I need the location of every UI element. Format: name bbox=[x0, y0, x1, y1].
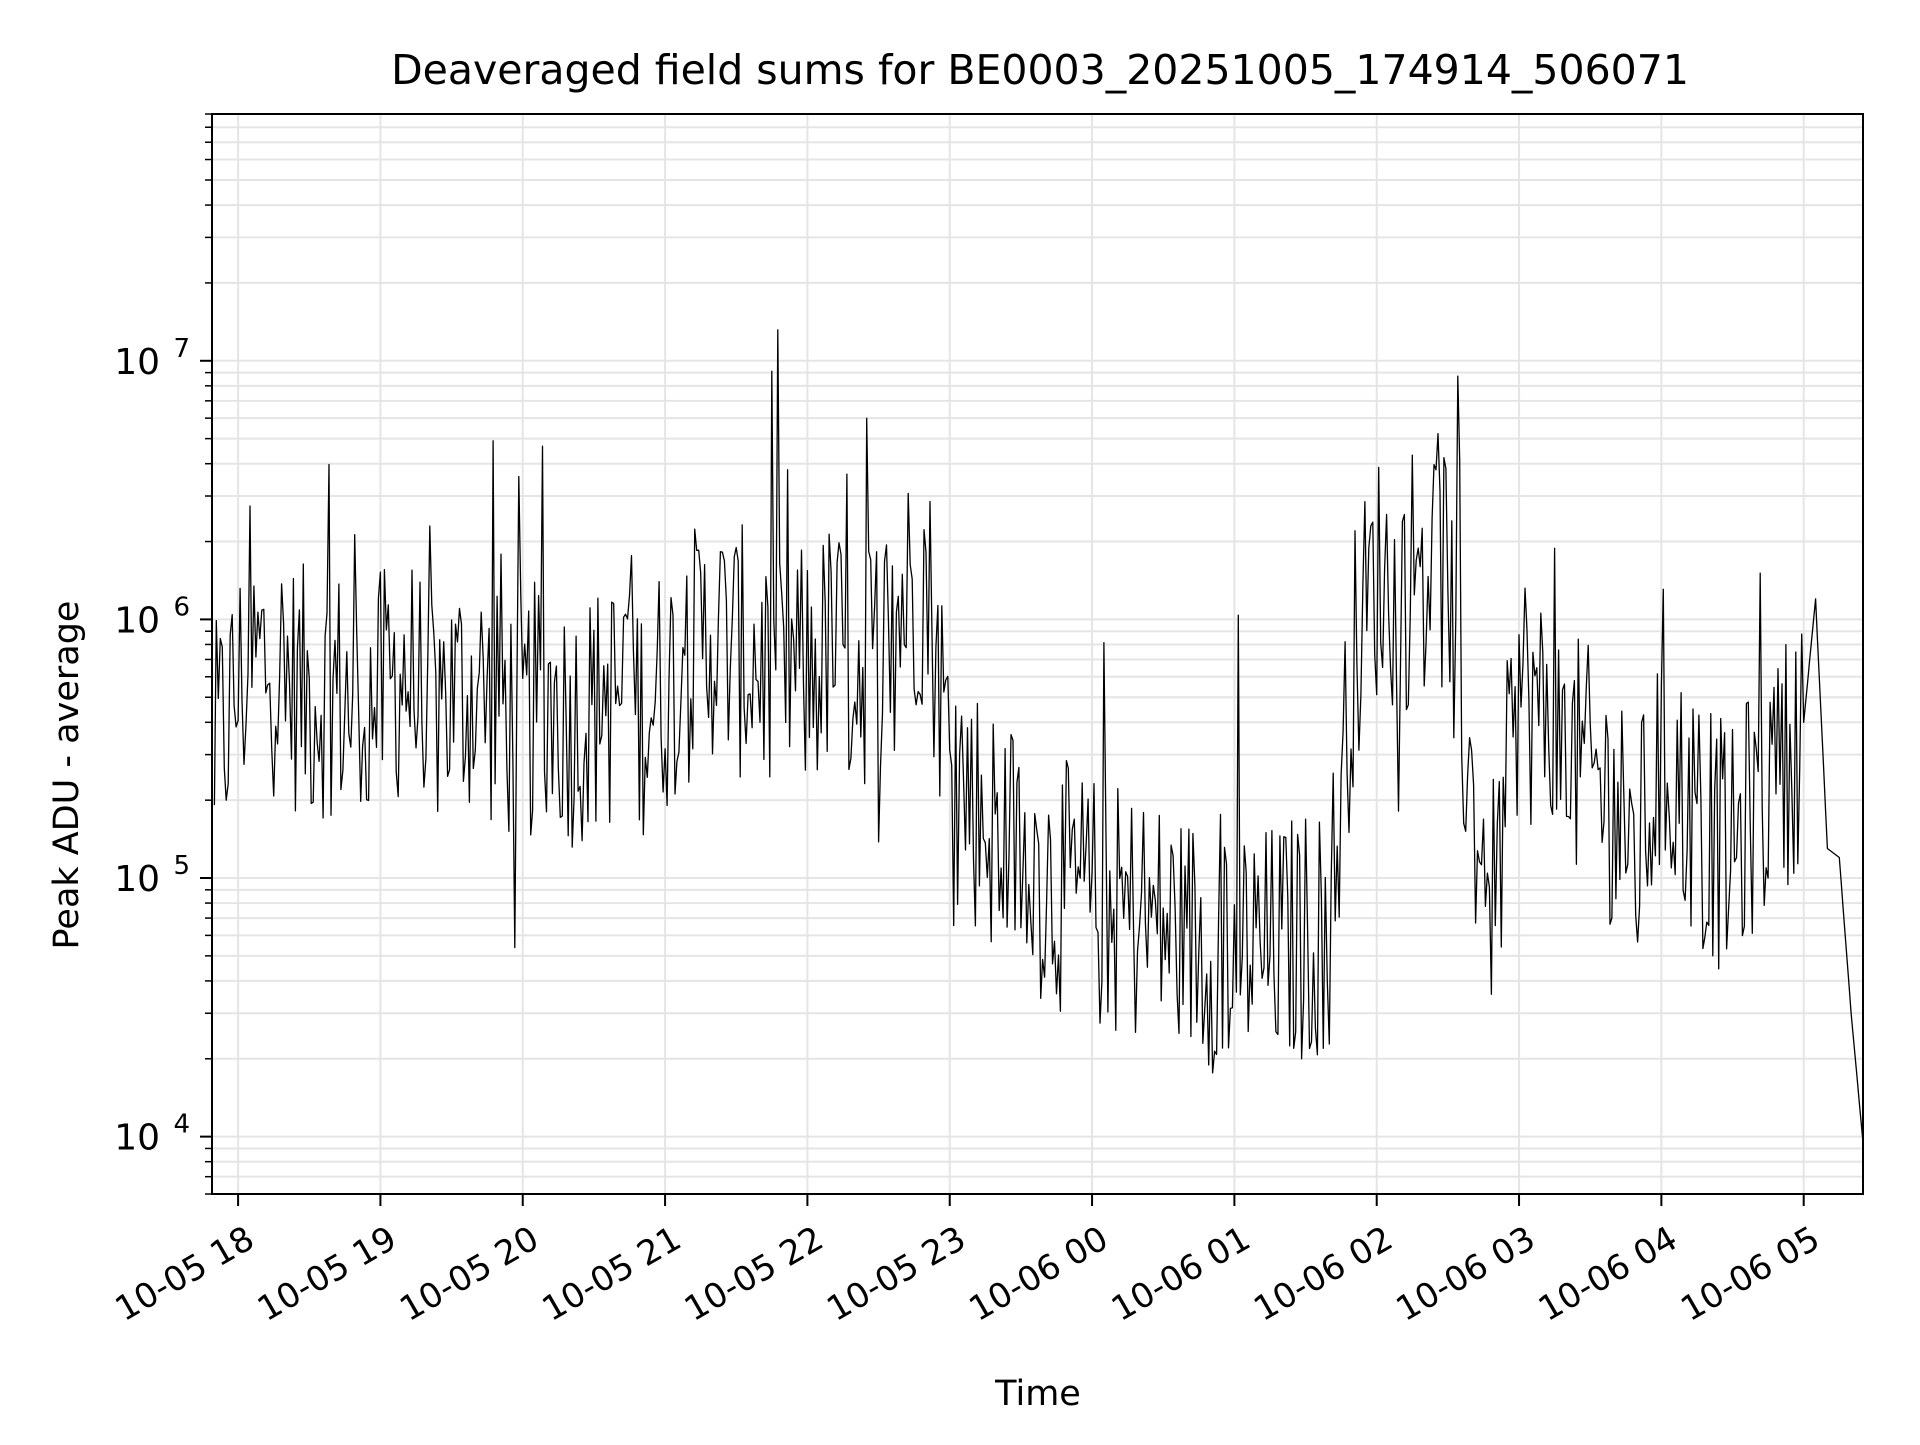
y-tick-label: 10 bbox=[114, 600, 160, 641]
y-axis-ticks: 10 4 10 5 10 6 10 7 bbox=[114, 113, 212, 1195]
plot-frame bbox=[211, 113, 1864, 1195]
y-tick-exponent: 5 bbox=[173, 851, 190, 881]
y-tick-label: 10 bbox=[114, 1118, 160, 1159]
y-tick-label: 10 bbox=[114, 859, 160, 900]
chart-title: Deaveraged field sums for BE0003_2025100… bbox=[391, 46, 1689, 94]
y-axis-label: Peak ADU - average bbox=[47, 601, 87, 950]
y-tick-exponent: 6 bbox=[173, 592, 190, 622]
y-tick-exponent: 4 bbox=[173, 1110, 190, 1140]
x-axis-label: Time bbox=[994, 1374, 1081, 1414]
y-tick-label: 10 bbox=[114, 342, 160, 383]
series-line bbox=[213, 329, 1864, 1143]
y-tick-exponent: 7 bbox=[173, 334, 190, 364]
series-layer bbox=[213, 329, 1864, 1143]
